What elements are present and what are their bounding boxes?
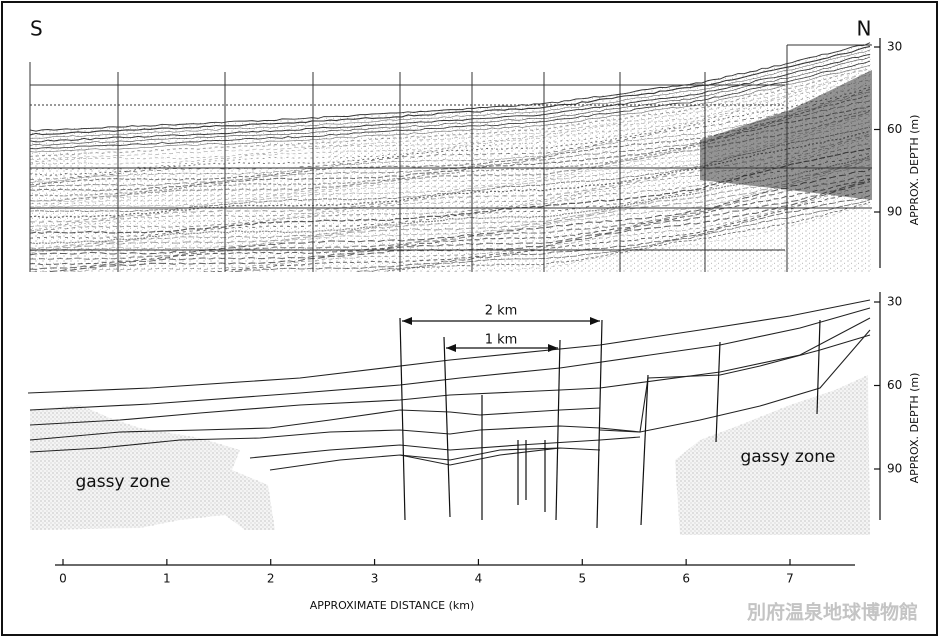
depth-tick-label: 30 — [887, 40, 902, 54]
reflector — [355, 199, 871, 272]
reflector — [30, 100, 871, 188]
depth-axis-label: APPROX. DEPTH (m) — [908, 115, 921, 226]
reflector — [30, 130, 871, 218]
reflector — [30, 49, 871, 139]
reflector — [30, 110, 871, 202]
depth-tick-label: 30 — [887, 295, 902, 309]
reflector — [410, 203, 871, 272]
reflector — [30, 64, 871, 153]
distance-tick-label: 0 — [59, 572, 67, 586]
reflector — [30, 181, 871, 272]
reflector — [381, 201, 871, 272]
reflector — [30, 164, 871, 254]
scale-bar-label: 2 km — [485, 304, 518, 319]
distance-tick-label: 1 — [163, 572, 171, 586]
reflector — [30, 113, 871, 205]
record-grid — [29, 44, 872, 272]
reflector — [30, 138, 871, 230]
reflector — [30, 121, 871, 210]
north-label: N — [857, 17, 872, 41]
distance-tick-label: 7 — [786, 572, 794, 586]
reflector — [30, 42, 871, 132]
distance-tick-label: 4 — [475, 572, 483, 586]
reflector — [30, 46, 871, 136]
scale-bar-label: 1 km — [485, 333, 518, 348]
reflector — [61, 185, 871, 272]
reflector — [30, 147, 871, 234]
interpretation — [27, 299, 871, 535]
depth-tick-label: 90 — [887, 462, 902, 476]
reflector — [30, 153, 871, 239]
reflector — [30, 116, 871, 207]
depth-axis-label: APPROX. DEPTH (m) — [908, 373, 921, 484]
reflector — [30, 109, 871, 197]
reflector — [30, 80, 871, 165]
reflector — [30, 105, 871, 192]
depth-tick-label: 60 — [887, 378, 902, 392]
reflector — [30, 94, 871, 186]
reflector — [30, 87, 871, 176]
reflector — [30, 56, 871, 146]
reflector — [30, 158, 871, 252]
watermark: 別府温泉地球博物館 — [747, 601, 918, 624]
reflector — [30, 91, 871, 183]
reflector — [30, 136, 871, 228]
zone-label: gassy zone — [76, 472, 171, 492]
reflector — [30, 60, 871, 150]
depth-tick-label: 60 — [887, 122, 902, 136]
reflector — [30, 132, 871, 223]
south-label: S — [30, 17, 43, 41]
reflector — [198, 189, 871, 272]
zone-label: gassy zone — [741, 447, 836, 467]
reflector — [30, 53, 871, 143]
reflector — [30, 126, 871, 213]
distance-tick-label: 3 — [371, 572, 379, 586]
reflector — [30, 168, 871, 256]
distance-tick-label: 6 — [682, 572, 690, 586]
reflector — [30, 88, 871, 181]
reflector — [30, 174, 871, 261]
depth-tick-label: 90 — [887, 205, 902, 219]
distance-axis-label: APPROXIMATE DISTANCE (km) — [310, 599, 475, 612]
reflector — [30, 142, 871, 232]
seismic-record — [30, 42, 872, 272]
reflector — [30, 157, 871, 249]
distance-tick-label: 5 — [578, 572, 586, 586]
reflector — [30, 178, 871, 270]
distance-tick-label: 2 — [267, 572, 275, 586]
reflector — [221, 195, 871, 272]
reflector — [30, 155, 871, 245]
